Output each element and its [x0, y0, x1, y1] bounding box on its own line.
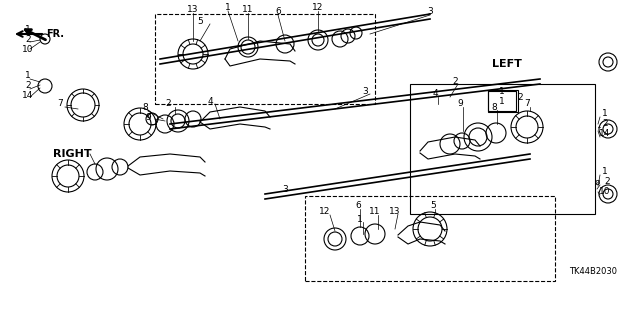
Text: 6: 6 [275, 6, 281, 16]
Text: 9: 9 [145, 113, 151, 122]
Text: LEFT: LEFT [492, 59, 522, 69]
Text: 4: 4 [432, 90, 438, 99]
Bar [305, 196, 555, 281]
Text: 2: 2 [25, 34, 31, 43]
Text: 5: 5 [430, 202, 436, 211]
Text: 4: 4 [207, 97, 213, 106]
Text: ø: ø [595, 177, 600, 187]
Text: 2: 2 [452, 77, 458, 85]
Text: 8: 8 [142, 103, 148, 113]
Text: 11: 11 [243, 4, 253, 13]
Bar [155, 14, 375, 104]
Text: 1: 1 [25, 25, 31, 33]
Text: 2: 2 [602, 120, 608, 129]
Bar [410, 84, 595, 214]
Text: 1: 1 [357, 214, 363, 224]
Bar [488, 91, 516, 111]
Text: 13: 13 [188, 4, 199, 13]
Text: 9: 9 [457, 100, 463, 108]
Text: 14: 14 [599, 130, 611, 138]
Text: 1: 1 [499, 97, 505, 106]
Text: FR.: FR. [46, 29, 64, 39]
Text: 1: 1 [602, 109, 608, 118]
Text: 2: 2 [517, 93, 523, 101]
Text: 1: 1 [225, 3, 231, 11]
Text: 11: 11 [369, 207, 381, 217]
Bar [488, 90, 518, 112]
Text: 3: 3 [427, 6, 433, 16]
Text: 1: 1 [602, 167, 608, 176]
Text: 7: 7 [524, 100, 530, 108]
Text: RIGHT: RIGHT [52, 149, 92, 159]
Text: 2: 2 [165, 100, 171, 108]
Text: 7: 7 [57, 100, 63, 108]
Text: 1: 1 [25, 71, 31, 80]
Text: 10: 10 [22, 44, 34, 54]
Text: 14: 14 [22, 92, 34, 100]
Text: 3: 3 [282, 184, 288, 194]
Text: 13: 13 [389, 206, 401, 216]
Text: 1: 1 [499, 86, 505, 95]
Text: TK44B2030: TK44B2030 [569, 268, 617, 277]
Text: 12: 12 [312, 3, 324, 11]
Text: 8: 8 [491, 102, 497, 112]
Text: 10: 10 [599, 188, 611, 197]
Text: 2: 2 [25, 81, 31, 91]
Text: 3: 3 [362, 86, 368, 95]
Text: 6: 6 [355, 202, 361, 211]
Text: 5: 5 [197, 17, 203, 26]
Text: 2: 2 [604, 177, 610, 187]
Text: 12: 12 [319, 207, 331, 217]
